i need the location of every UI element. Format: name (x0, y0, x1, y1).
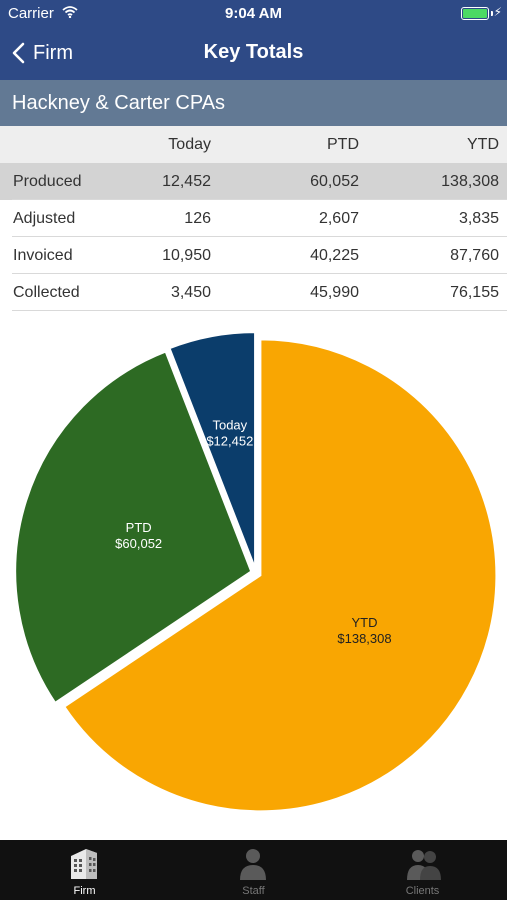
clock-label: 9:04 AM (225, 5, 282, 22)
row-divider (12, 273, 507, 274)
row-label: Invoiced (13, 247, 73, 264)
row-label: Produced (13, 173, 82, 190)
today-value: 126 (184, 210, 211, 227)
ytd-value: 3,835 (458, 210, 499, 227)
pie-label-ytd-value: $138,308 (337, 631, 391, 646)
tab-staff[interactable]: Staff (169, 840, 338, 900)
pie-label-ptd-name: PTD (126, 520, 152, 535)
tab-clients-label: Clients (405, 885, 440, 897)
ytd-value: 87,760 (450, 247, 499, 264)
wifi-icon (62, 5, 78, 23)
tab-staff-label: Staff (242, 885, 265, 897)
ptd-value: 2,607 (318, 210, 359, 227)
ytd-value: 76,155 (450, 284, 499, 301)
status-bar: Carrier 9:04 AM ⚡ (0, 0, 507, 28)
pie-label-today-name: Today (212, 418, 247, 433)
ptd-value: 45,990 (310, 284, 359, 301)
row-divider (12, 236, 507, 237)
totals-table: Today PTD YTD Produced 12,452 60,052 138… (0, 126, 507, 311)
pie-label-today-value: $12,452 (206, 434, 253, 449)
table-row-invoiced[interactable]: Invoiced 10,950 40,225 87,760 (0, 237, 507, 274)
pie-label-ytd-name: YTD (352, 615, 378, 630)
table-header-row: Today PTD YTD (0, 126, 507, 163)
column-header-ptd: PTD (327, 136, 359, 153)
totals-pie-chart[interactable]: YTD$138,308 PTD$60,052 Today$12,452 (0, 330, 507, 820)
carrier-label: Carrier (8, 5, 54, 22)
tab-firm-label: Firm (73, 885, 96, 897)
building-icon (71, 849, 97, 879)
page-title: Key Totals (203, 41, 304, 63)
today-value: 12,452 (162, 173, 211, 190)
column-header-today: Today (168, 136, 211, 153)
column-header-ytd: YTD (467, 136, 499, 153)
table-row-adjusted[interactable]: Adjusted 126 2,607 3,835 (0, 200, 507, 237)
charging-icon: ⚡ (493, 5, 502, 19)
tab-firm[interactable]: Firm (0, 840, 169, 900)
row-label: Collected (13, 284, 80, 301)
tab-clients[interactable]: Clients (338, 840, 507, 900)
today-value: 10,950 (162, 247, 211, 264)
table-row-collected[interactable]: Collected 3,450 45,990 76,155 (0, 274, 507, 311)
back-button-label: Firm (33, 41, 73, 64)
pie-label-ptd-value: $60,052 (115, 536, 162, 551)
chevron-left-icon (12, 42, 25, 64)
navigation-bar: Firm Key Totals (0, 28, 507, 80)
pie-slice-ptd[interactable] (14, 350, 253, 705)
row-label: Adjusted (13, 210, 76, 227)
row-divider (12, 310, 507, 311)
pie-slice-ytd[interactable] (62, 338, 498, 813)
battery-icon (461, 7, 489, 20)
today-value: 3,450 (170, 284, 211, 301)
person-icon (240, 849, 266, 880)
pie-slice-today[interactable] (168, 331, 257, 569)
table-row-produced[interactable]: Produced 12,452 60,052 138,308 (0, 163, 507, 200)
firm-name-header: Hackney & Carter CPAs (0, 80, 507, 126)
back-button[interactable]: Firm (12, 39, 73, 67)
people-icon (407, 850, 441, 880)
tab-bar: Firm Staff Clients (0, 840, 507, 900)
ptd-value: 60,052 (310, 173, 359, 190)
row-divider (12, 199, 507, 200)
battery-cap (491, 11, 493, 16)
ptd-value: 40,225 (310, 247, 359, 264)
ytd-value: 138,308 (441, 173, 499, 190)
